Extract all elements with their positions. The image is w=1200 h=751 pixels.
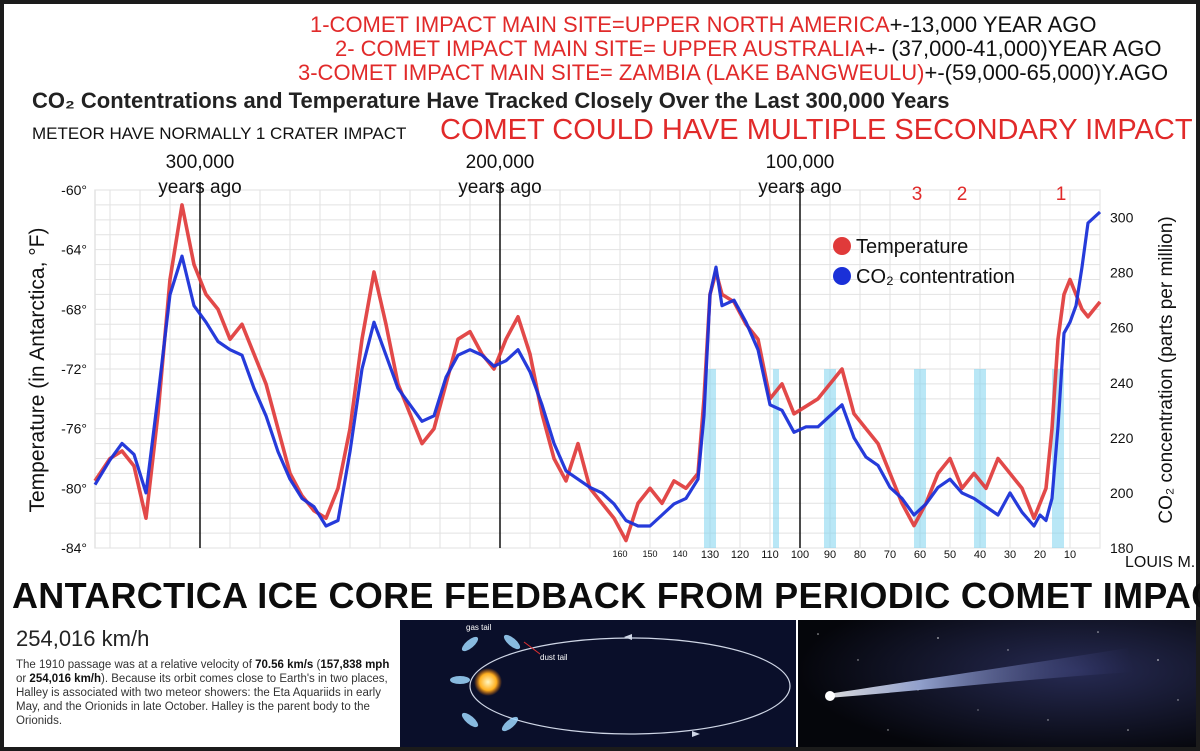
stars xyxy=(817,631,1179,731)
impact-label: 3 xyxy=(912,184,923,205)
halley-info-panel: 254,016 km/h The 1910 passage was at a r… xyxy=(4,620,396,747)
y2-tick-label: 220 xyxy=(1110,430,1134,446)
y-tick-label: -68° xyxy=(61,301,87,317)
legend: Temperature CO₂ contentration xyxy=(833,236,1015,288)
y2-tick-label: 260 xyxy=(1110,320,1134,336)
y-tick-label: -64° xyxy=(61,242,87,258)
y-tick-label: -80° xyxy=(61,480,87,496)
impact-number-labels: 3 2 1 xyxy=(912,184,1067,205)
impact-note-3: 3-COMET IMPACT MAIN SITE= ZAMBIA (LAKE B… xyxy=(298,60,1169,85)
impact-band xyxy=(914,369,926,548)
left-axis-ticks: -60° -64° -68° -72° -76° -80° -84° xyxy=(61,182,87,556)
comet-note: COMET COULD HAVE MULTIPLE SECONDARY IMPA… xyxy=(440,114,1193,146)
temperature-series-line xyxy=(93,203,1102,543)
impact-band xyxy=(824,369,836,548)
comet-photo xyxy=(798,620,1196,747)
x-tick-label: 10 xyxy=(1064,549,1076,561)
comet-nucleus xyxy=(825,691,835,701)
gas-tail-label: gas tail xyxy=(466,623,492,632)
top-marker-value: 300,000 xyxy=(166,152,235,173)
top-marker-value: 200,000 xyxy=(466,152,535,173)
impact-band xyxy=(974,369,986,548)
comet-orbit-diagram: gas tail dust tail xyxy=(400,620,796,747)
impact-band xyxy=(704,369,716,548)
legend-label-co2: CO₂ contentration xyxy=(856,266,1015,288)
orbit-arrow-icon xyxy=(624,634,632,640)
x-tick-label: 60 xyxy=(914,549,926,561)
comet-positions xyxy=(450,634,521,732)
top-markers: 300,000 years ago 200,000 years ago 100,000 y… xyxy=(158,152,841,198)
top-marker-label: years ago xyxy=(158,177,241,198)
x-tick-label: 30 xyxy=(1004,549,1016,561)
x-tick-label: 110 xyxy=(761,549,779,561)
impact-band xyxy=(773,369,779,548)
comet-tail xyxy=(828,648,1134,698)
impact-band xyxy=(1052,369,1064,548)
x-tick-label: 120 xyxy=(731,549,749,561)
y-tick-label: -84° xyxy=(61,540,87,556)
top-marker-value: 100,000 xyxy=(766,152,835,173)
y-tick-label: -76° xyxy=(61,421,87,437)
x-tick-label: 50 xyxy=(944,549,956,561)
halley-speed: 254,016 km/h xyxy=(16,626,150,651)
x-tick-label: 130 xyxy=(701,549,719,561)
x-tick-label: 40 xyxy=(974,549,986,561)
x-tick-label: 100 xyxy=(791,549,809,561)
top-marker-label: years ago xyxy=(458,177,541,198)
y-tick-label: -60° xyxy=(61,182,87,198)
impact-label: 2 xyxy=(957,184,968,205)
legend-marker-co2 xyxy=(833,267,851,285)
co2-series-line xyxy=(93,210,1102,528)
dust-tail-label: dust tail xyxy=(540,653,568,662)
y2-tick-label: 240 xyxy=(1110,375,1134,391)
chart-title: CO₂ Contentrations and Temperature Have … xyxy=(32,88,950,113)
x-tick-label: 160 xyxy=(612,549,627,559)
meteor-note: METEOR HAVE NORMALLY 1 CRATER IMPACT xyxy=(32,124,407,143)
right-axis-ticks: 300 280 260 240 220 200 180 xyxy=(1110,210,1134,556)
impact-note-1: 1-COMET IMPACT MAIN SITE=UPPER NORTH AME… xyxy=(310,12,1097,37)
author-signature: LOUIS M. xyxy=(1125,554,1196,571)
y2-tick-label: 200 xyxy=(1110,485,1134,501)
y2-tick-label: 300 xyxy=(1110,210,1134,226)
x-tick-label: 90 xyxy=(824,549,836,561)
halley-description: The 1910 passage was at a relative veloc… xyxy=(16,659,390,727)
orbit-arrow-icon-2 xyxy=(692,731,700,737)
y2-tick-label: 280 xyxy=(1110,265,1134,281)
impact-label: 1 xyxy=(1056,184,1067,205)
y-axis-label: Temperature (in Antarctica, °F) xyxy=(26,228,49,513)
legend-label-temperature: Temperature xyxy=(856,236,968,258)
impact-bands xyxy=(704,369,1064,548)
x-tick-label: 80 xyxy=(854,549,866,561)
sun-icon xyxy=(474,668,502,696)
x-tick-label: 70 xyxy=(884,549,896,561)
bottom-axis-ticks: 160 150 140 130 120 110 100 90 80 70 60 50 40 30 20 10 xyxy=(612,549,1076,561)
legend-marker-temperature xyxy=(833,237,851,255)
y2-tick-label: 180 xyxy=(1110,540,1134,556)
y2-axis-label: CO₂ concentration (parts per million) xyxy=(1156,216,1177,523)
banner-title: ANTARCTICA ICE CORE FEEDBACK FROM PERIOD… xyxy=(12,575,1200,616)
x-tick-label: 140 xyxy=(672,549,687,559)
y-tick-label: -72° xyxy=(61,361,87,377)
series-lines xyxy=(93,203,1102,543)
x-tick-label: 20 xyxy=(1034,549,1046,561)
top-marker-label: years ago xyxy=(758,177,841,198)
impact-note-2: 2- COMET IMPACT MAIN SITE= UPPER AUSTRAL… xyxy=(335,36,1162,61)
x-tick-label: 150 xyxy=(642,549,657,559)
ice-core-chart: -60°-64°-68°-72°-76°-80°-84° 30028026024… xyxy=(26,152,1177,561)
